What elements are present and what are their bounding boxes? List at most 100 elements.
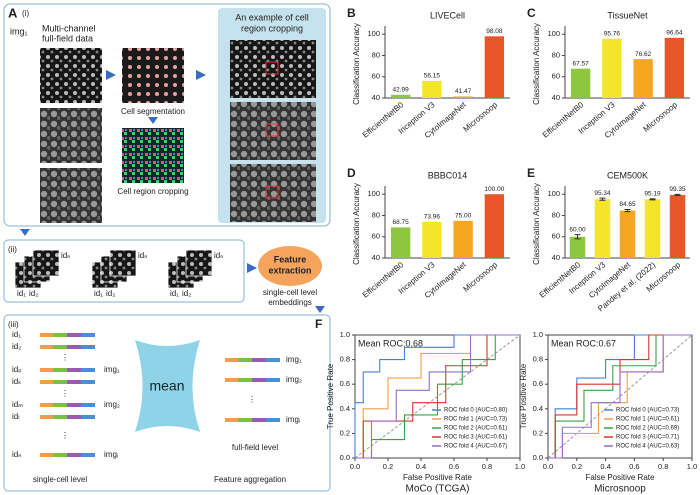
embedding-bar (266, 418, 280, 422)
bar (594, 199, 611, 258)
ellipsis: ⋮ (61, 431, 69, 440)
bar (669, 194, 686, 258)
value-label: 75.00 (455, 213, 472, 220)
bar (484, 36, 505, 98)
y-tick-label: 1.0 (340, 330, 350, 339)
x-tick-label: 0.0 (350, 462, 360, 471)
embedding-bar (67, 368, 81, 372)
y-tick-label: 100 (367, 189, 380, 198)
arrow (148, 117, 158, 124)
y-tick-label: 100 (547, 29, 560, 38)
feature-extraction (258, 246, 322, 286)
y-tick-label: 60 (372, 232, 380, 241)
error-bar (649, 198, 656, 201)
image (40, 48, 102, 103)
embedding-bar (266, 358, 280, 362)
crop-id: id₂ (182, 289, 191, 298)
embedding-bar (40, 333, 53, 337)
embedding-bar (81, 380, 95, 384)
bar (633, 59, 653, 98)
crop-box (265, 61, 279, 75)
embedding-bar (225, 378, 238, 382)
crop-id: id₂ (29, 289, 38, 298)
y-tick-label: 80 (552, 50, 560, 59)
img-label: img₂ (104, 400, 120, 409)
embedding-bar (53, 415, 67, 419)
bar (453, 96, 473, 98)
arrow (196, 70, 206, 80)
ellipsis: ⋮ (61, 389, 69, 398)
roc-curve (548, 334, 692, 459)
embedding-bar (40, 415, 53, 419)
roc-curve (355, 334, 520, 459)
aggregation-rows: id₁ id₂ idₚ idₖ idₘ idₗ idₙ ⋮ ⋮ ⋮ img₁ img₂ imgᵢ img₁… (12, 330, 302, 459)
bar (390, 94, 411, 98)
bar (570, 68, 591, 98)
x-tick-label: 0.0 (543, 462, 553, 471)
x-tick-label: EfficientNetB0 (361, 100, 406, 140)
y-tick-label: 100 (547, 189, 560, 198)
embedding-bar (67, 453, 81, 457)
caption: embeddings (268, 298, 312, 307)
feature-extraction-label: extraction (268, 265, 311, 275)
y-axis-label: True Positive Rate (519, 363, 528, 429)
y-tick-label: 40 (552, 93, 560, 102)
legend-label: ROC fold 0 (AUC=0.73) (616, 408, 679, 414)
roc-curve (548, 334, 692, 459)
panel-label: D (347, 166, 356, 180)
x-axis-label: False Positive Rate (403, 473, 472, 482)
y-tick-label: 80 (372, 210, 380, 219)
embedding-bar (81, 368, 95, 372)
image (230, 102, 316, 160)
panel-label: F (315, 317, 322, 331)
embedding-bar (238, 378, 252, 382)
image (230, 164, 316, 222)
embedding-bar (67, 333, 81, 337)
bar (602, 38, 622, 98)
cell-id: id₁ (12, 330, 21, 339)
legend-label: ROC fold 0 (AUC=0.80) (444, 408, 507, 414)
crop-box (265, 185, 279, 199)
plot-frame (354, 334, 521, 459)
chart-title: MoCo (TCGA) (406, 484, 470, 495)
y-axis-label: Classification Accuracy (352, 183, 361, 265)
y-tick-label: 40 (372, 93, 380, 102)
crop-id: idₙ (214, 251, 223, 260)
value-label: 76.62 (635, 51, 652, 58)
y-tick-label: 0.2 (533, 428, 543, 437)
value-label: 99.35 (669, 186, 686, 193)
embedding-bar (53, 333, 67, 337)
x-tick-label: 0.8 (658, 462, 668, 471)
bar (619, 210, 636, 258)
caption: An example of cell (235, 12, 309, 22)
caption: full-field level (232, 443, 278, 452)
x-axis-label: False Positive Rate (586, 473, 655, 482)
error-bar (574, 234, 581, 240)
embedding-bar (53, 453, 67, 457)
embedding-bar (53, 380, 67, 384)
caption: Feature aggregation (214, 475, 286, 484)
value-label: 84.65 (619, 201, 636, 208)
value-label: 95.19 (644, 191, 661, 198)
cell-id: idₘ (12, 400, 23, 409)
bar (422, 80, 442, 98)
x-tick-label: 0.6 (449, 462, 459, 471)
x-tick-label: Microsnoop (462, 260, 500, 294)
embedding-bar (252, 418, 266, 422)
embedding-bar (53, 368, 67, 372)
embedding-bar (225, 358, 238, 362)
img-label: img₁ (104, 365, 120, 374)
x-tick-label: Microsnoop (642, 100, 680, 134)
img-label: img₁ (10, 26, 28, 36)
crop-id: id₁ (17, 289, 26, 298)
error-bar (599, 197, 606, 201)
chart-title: TissueNet (607, 10, 648, 20)
bar (422, 221, 442, 258)
embedding-bar (67, 380, 81, 384)
mean-label: mean (149, 378, 184, 394)
caption: Cell region cropping (117, 187, 188, 196)
caption: Cell segmentation (121, 107, 185, 116)
y-axis-label: Classification Accuracy (532, 23, 541, 105)
panel-label: A (8, 5, 18, 20)
y-tick-label: 0.8 (533, 355, 543, 364)
